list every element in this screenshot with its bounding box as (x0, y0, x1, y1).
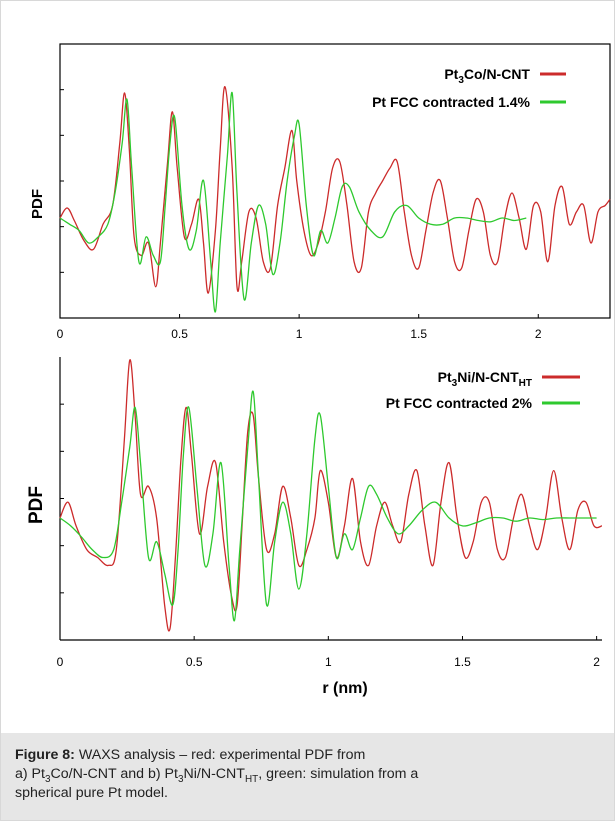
y-axis-label: PDF (26, 486, 47, 524)
caption-part2-a: a) Pt (15, 766, 45, 782)
legend-label: Pt3Co/N-CNT (444, 66, 530, 86)
caption-label: Figure 8: (15, 747, 75, 763)
legend-label: Pt3Ni/N-CNTHT (438, 369, 532, 389)
legend-label: Pt FCC contracted 2% (386, 395, 533, 411)
y-axis-label: PDF (29, 189, 46, 219)
x-tick-label: 1 (296, 327, 303, 341)
caption-sub: 3 (177, 773, 184, 785)
pdf-charts: 0 0.5 1 1.5 2 PDF Pt3Co/N-CNT Pt FCC contracted… (26, 43, 611, 697)
series-line-experimental (59, 86, 611, 294)
x-tick-label: 0 (57, 655, 64, 669)
legend-label: Pt FCC contracted 1.4% (372, 94, 530, 110)
x-tick-label: 1.5 (410, 327, 427, 341)
series-line-simulation (59, 92, 527, 313)
caption-sub: 3 (44, 773, 51, 785)
x-tick-label: 2 (535, 327, 542, 341)
caption-part3: spherical pure Pt model. (15, 785, 168, 801)
x-tick-label: 1.5 (454, 655, 471, 669)
chart-panel-1: 0 0.5 1 1.5 2 PDF Pt3Co/N-CNT Pt FCC contracted… (29, 43, 611, 341)
caption-sub: HT (244, 773, 259, 785)
series-line-simulation (59, 390, 597, 622)
caption-part2-d: , green: simulation from a (258, 766, 419, 782)
x-tick-label: 0.5 (186, 655, 203, 669)
caption-part1: WAXS analysis – red: experimental PDF fr… (74, 747, 366, 763)
x-tick-label: 0.5 (171, 327, 188, 341)
x-tick-label: 1 (325, 655, 332, 669)
x-tick-label: 2 (593, 655, 600, 669)
caption-part2-c: Ni/N-CNT (183, 766, 245, 782)
figure-caption: Figure 8: WAXS analysis – red: experimen… (1, 733, 614, 820)
caption-text: Figure 8: WAXS analysis – red: experimen… (15, 746, 600, 803)
x-axis-label: r (nm) (322, 680, 367, 697)
plot-frame (59, 43, 611, 319)
series-line-experimental (59, 359, 603, 632)
x-tick-label: 0 (57, 327, 64, 341)
caption-part2-b: Co/N-CNT and b) Pt (50, 766, 178, 782)
chart-panel-2: 0 0.5 1 1.5 2 PDF r (nm) Pt3Ni/N-CNTHT Pt FCC co… (26, 357, 603, 697)
